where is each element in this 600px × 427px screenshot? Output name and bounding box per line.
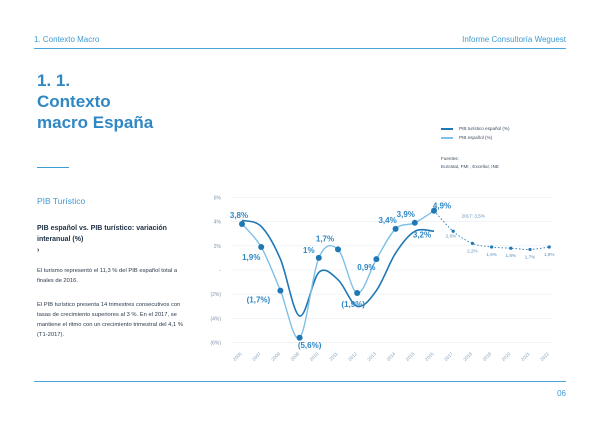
- x-tick-label: 2010: [309, 351, 320, 362]
- data-label-tourism: (1,7%): [247, 296, 271, 305]
- legend-swatch-spain: [441, 136, 453, 139]
- data-point-tourism: [296, 334, 303, 341]
- x-tick-label: 2014: [386, 351, 397, 362]
- data-point-tourism: [335, 246, 341, 253]
- data-label-projection: 1,8%: [506, 253, 516, 258]
- data-point-projection: [470, 241, 474, 245]
- data-point-projection: [547, 245, 551, 249]
- y-tick-label: 2%: [214, 244, 222, 250]
- y-tick-label: (2%): [210, 292, 221, 298]
- title-line-3: macro España: [37, 113, 154, 132]
- legend-label-tourism: PIB turístico español (%): [459, 126, 510, 131]
- y-tick-label: 6%: [214, 195, 222, 201]
- header-report: Informe Consultoría Weguest: [462, 35, 566, 44]
- legend-item-spain: PIB español (%): [441, 133, 510, 142]
- title-underline: [37, 167, 69, 168]
- data-label-tourism: 4,9%: [433, 202, 451, 211]
- data-label-tourism: 1,9%: [242, 253, 260, 262]
- legend-item-tourism: PIB turístico español (%): [441, 124, 510, 133]
- x-tick-label: 2011: [328, 351, 339, 362]
- x-tick-label: 2020: [501, 351, 512, 362]
- data-label-tourism: (1,9%): [341, 300, 365, 309]
- data-point-tourism: [354, 289, 361, 296]
- x-tick-label: 2015: [405, 351, 416, 362]
- legend-swatch-tourism: [441, 127, 453, 130]
- data-point-projection: [528, 247, 532, 252]
- data-label-tourism: 3,8%: [230, 211, 248, 220]
- subtitle-text: PIB español vs. PIB turístico: variación…: [37, 225, 167, 243]
- chart-subtitle: PIB español vs. PIB turístico: variación…: [37, 223, 187, 256]
- data-point-tourism: [373, 256, 380, 263]
- y-tick-label: (4%): [210, 316, 221, 322]
- y-tick-label: (6%): [210, 341, 221, 347]
- x-tick-label: 2021: [520, 351, 531, 362]
- chart-legend: PIB turístico español (%) PIB español (%…: [441, 124, 510, 142]
- data-point-tourism: [315, 254, 322, 261]
- data-label-tourism: 3,4%: [378, 216, 396, 225]
- bullet-marker: ›: [37, 247, 40, 254]
- x-tick-label: 2017: [443, 351, 454, 362]
- x-tick-label: 2019: [482, 351, 493, 362]
- header-divider: [34, 48, 566, 49]
- data-label-tourism: 3,9%: [397, 210, 415, 219]
- y-tick-label: -: [219, 268, 221, 274]
- data-label-projection: 2017: 3,5%: [462, 213, 485, 218]
- data-point-tourism: [277, 287, 284, 294]
- data-label-tourism: (5,6%): [298, 341, 322, 350]
- title-line-2: Contexto: [37, 92, 111, 111]
- data-point-projection: [451, 229, 455, 233]
- y-tick-label: 4%: [214, 220, 222, 226]
- x-tick-label: 2022: [539, 351, 550, 362]
- annotation-label: 2,6%: [446, 233, 456, 238]
- data-point-tourism: [431, 207, 437, 214]
- sources-text: Eurostat, FMI , Exceltur, INE: [441, 164, 499, 169]
- data-point-tourism: [258, 244, 265, 251]
- data-label-tourism: 1%: [303, 246, 315, 255]
- data-point-tourism: [392, 225, 399, 232]
- body-paragraph-1: El turismo representó el 11,3 % del PIB …: [37, 268, 178, 284]
- footer-divider: [34, 381, 566, 382]
- data-point-projection: [509, 246, 513, 250]
- x-tick-label: 2009: [290, 351, 301, 362]
- data-point-projection: [490, 245, 494, 249]
- data-label-spain: 3,2%: [413, 230, 431, 239]
- page-number: 06: [557, 389, 566, 398]
- data-label-projection: 2,2%: [467, 248, 477, 253]
- data-label-projection: 1,7%: [525, 254, 535, 259]
- data-point-tourism: [411, 219, 418, 226]
- series-line-tourism: [241, 210, 435, 339]
- x-tick-label: 2006: [232, 351, 243, 362]
- data-label-projection: 1,9%: [544, 252, 554, 257]
- x-tick-label: 2008: [270, 351, 281, 362]
- sources: Fuentes: Eurostat, FMI , Exceltur, INE: [441, 155, 499, 171]
- body-paragraph-2: El PIB turístico presenta 14 trimestres …: [37, 302, 183, 338]
- x-tick-label: 2013: [366, 351, 377, 362]
- title-number: 1. 1.: [37, 71, 71, 90]
- section-title: PIB Turístico: [37, 196, 86, 206]
- data-point-tourism: [239, 221, 245, 228]
- series-line-spain: [241, 219, 435, 317]
- sources-label: Fuentes:: [441, 156, 459, 161]
- series-line-projection: [433, 210, 550, 250]
- data-label-tourism: 0,9%: [357, 263, 375, 272]
- x-tick-label: 2016: [424, 351, 435, 362]
- data-label-tourism: 1,7%: [316, 234, 334, 243]
- x-tick-label: 2007: [251, 351, 262, 362]
- header-section: 1. Contexto Macro: [34, 35, 100, 44]
- data-label-projection: 1,9%: [486, 252, 496, 257]
- x-tick-label: 2018: [462, 351, 473, 362]
- legend-label-spain: PIB español (%): [459, 135, 493, 140]
- x-tick-label: 2012: [347, 351, 358, 362]
- page-title: 1. 1. Contexto macro España: [37, 70, 153, 133]
